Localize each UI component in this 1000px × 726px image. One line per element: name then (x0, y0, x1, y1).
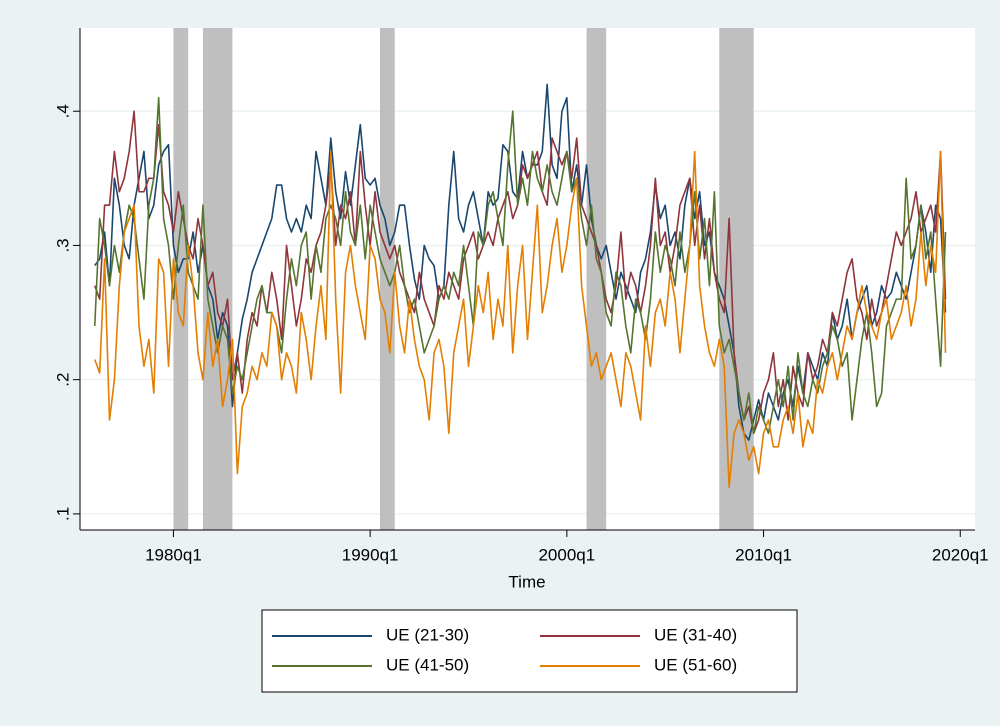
x-axis-title: Time (508, 572, 545, 591)
series-line (94, 83, 947, 441)
y-tick-label: .3 (53, 238, 72, 252)
legend-label: UE (41-50) (386, 655, 469, 674)
x-tick-label: 2010q1 (735, 545, 792, 564)
legend (261, 609, 798, 693)
x-tick-label: 1980q1 (145, 545, 202, 564)
y-tick-label: .4 (53, 104, 72, 118)
recession-band (586, 28, 607, 530)
plot (80, 28, 975, 530)
legend-label: UE (31-40) (654, 625, 737, 644)
series-line (93, 97, 947, 435)
legend-label: UE (21-30) (386, 625, 469, 644)
legend-label: UE (51-60) (654, 655, 737, 674)
recession-band (202, 28, 233, 530)
x-tick-label: 2000q1 (538, 545, 595, 564)
y-tick-label: .2 (53, 373, 72, 387)
recession-band (173, 28, 189, 530)
x-tick-label: 2020q1 (932, 545, 989, 564)
series-line (93, 150, 947, 488)
x-tick-label: 1990q1 (342, 545, 399, 564)
recession-band (719, 28, 754, 530)
y-tick-label: .1 (53, 507, 72, 521)
